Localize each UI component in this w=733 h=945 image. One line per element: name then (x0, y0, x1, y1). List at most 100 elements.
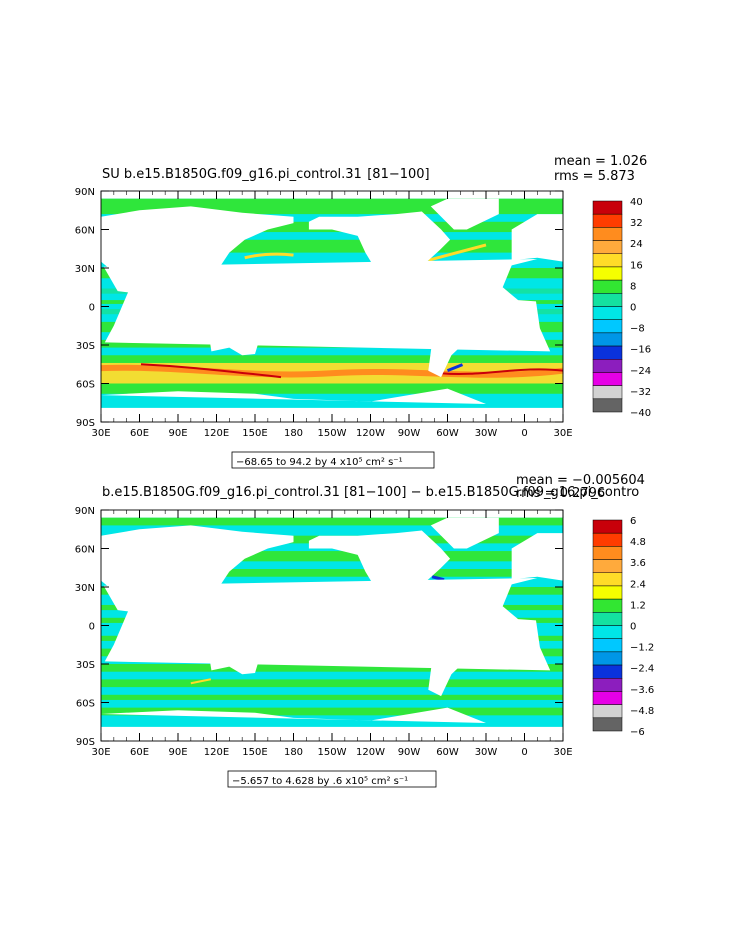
negative-patch (431, 575, 445, 582)
colorbar-swatch (592, 678, 623, 692)
colorbar-swatch (592, 559, 623, 573)
acc-core (140, 363, 282, 379)
lon-label: 30E (91, 428, 110, 439)
lat-label: 90N (75, 506, 95, 517)
panel-1: SU b.e15.B1850G.f09_g16.pi_control.31 [8… (75, 154, 651, 469)
lon-label: 60E (130, 747, 149, 758)
colorbar-swatch (592, 717, 623, 732)
rms-label: rms = 0.2796 (516, 486, 605, 501)
colorbar-swatch (592, 213, 623, 228)
lat-label: 30N (75, 583, 95, 594)
mean-label: mean = −0.005604 (516, 473, 645, 488)
lat-label: 90S (76, 737, 95, 748)
kuroshio (244, 252, 294, 260)
colorbar-label: −3.6 (630, 685, 654, 696)
australia-land (208, 321, 259, 356)
colorbar-swatch (592, 625, 623, 639)
colorbar: 6 4.8 3.6 2.4 1.2 0 −1.2 −2.4 −3.6 −4.8 −6 (592, 516, 654, 738)
colorbar-swatch (592, 651, 623, 666)
panel-title: SU b.e15.B1850G.f09_g16.pi_control.31 [8… (102, 167, 430, 182)
lon-label: 120W (356, 428, 385, 439)
lat-label: 30N (75, 264, 95, 275)
zonal-band (101, 569, 563, 577)
colorbar-label: 6 (630, 516, 636, 527)
colorbar-swatch (592, 345, 623, 360)
colorbar-swatch (592, 306, 623, 320)
lon-label: 30W (475, 747, 498, 758)
positive-patch (190, 678, 212, 685)
colorbar-swatch (592, 359, 623, 373)
lon-label: 180 (284, 747, 303, 758)
lon-label: 120E (204, 428, 229, 439)
colorbar-swatch (592, 704, 623, 719)
lon-label: 30E (553, 428, 572, 439)
lon-label: 30W (475, 428, 498, 439)
zonal-band (101, 551, 563, 562)
zonal-band (101, 383, 563, 394)
colorbar-label: −4.8 (630, 706, 654, 717)
colorbar-label: 0 (630, 303, 636, 314)
colorbar-swatch (592, 598, 623, 613)
lon-label: 150W (318, 428, 347, 439)
lon-label: 120E (204, 747, 229, 758)
lon-label: 60W (436, 747, 459, 758)
colorbar-label: −1.2 (630, 643, 654, 654)
colorbar-label: −40 (630, 408, 651, 419)
range-box (231, 451, 435, 469)
range-box (227, 770, 437, 788)
colorbar-label: 3.6 (630, 558, 646, 569)
colorbar-label: 2.4 (630, 579, 646, 590)
lat-label: 90S (76, 418, 95, 429)
colorbar: 40 32 24 16 8 0 −8 −16 −24 −32 −40 (592, 197, 651, 419)
rms-label: rms = 5.873 (554, 169, 635, 184)
mean-label: mean = 1.026 (554, 154, 647, 169)
zonal-band (101, 694, 563, 700)
colorbar-swatch (592, 612, 623, 626)
europe-land (511, 533, 563, 581)
zonal-band (101, 355, 563, 363)
lon-label: 0 (521, 428, 527, 439)
colorbar-swatch (592, 279, 623, 294)
colorbar-swatch (592, 266, 623, 281)
colorbar-swatch (592, 372, 623, 386)
acc-core (440, 368, 564, 376)
colorbar-swatch (592, 293, 623, 307)
colorbar-swatch (592, 200, 623, 215)
colorbar-swatch (592, 398, 623, 413)
lat-label: 0 (89, 303, 95, 314)
colorbar-swatch (592, 638, 623, 653)
lon-label: 90W (398, 428, 421, 439)
colorbar-label: −16 (630, 345, 651, 356)
lat-label: 30S (76, 341, 95, 352)
eurasia-land (101, 525, 294, 616)
n-america-land (308, 211, 451, 297)
colorbar-label: 16 (630, 260, 643, 271)
colorbar-swatch (592, 572, 623, 587)
lon-label: 90E (168, 428, 187, 439)
lon-label: 60E (130, 428, 149, 439)
lon-label: 60W (436, 428, 459, 439)
colorbar-swatch (592, 319, 623, 334)
australia-land (208, 640, 259, 675)
lon-label: 90W (398, 747, 421, 758)
colorbar-label: −6 (630, 727, 645, 738)
colorbar-label: 1.2 (630, 600, 646, 611)
colorbar-label: −24 (630, 366, 651, 377)
colorbar-swatch (592, 691, 623, 705)
antarctica-land (101, 388, 486, 422)
negative-patch (446, 363, 464, 373)
zonal-band (101, 517, 563, 526)
range-label: −5.657 to 4.628 by .6 x10⁵ cm² s⁻¹ (232, 776, 408, 787)
gulf-stream (427, 243, 487, 262)
zonal-band (101, 664, 563, 672)
lon-label: 30E (553, 747, 572, 758)
lon-label: 150E (242, 747, 267, 758)
lon-label: 30E (91, 747, 110, 758)
lon-label: 150E (242, 428, 267, 439)
n-america-land (308, 530, 451, 616)
colorbar-swatch (592, 332, 623, 347)
colorbar-swatch (592, 253, 623, 268)
lon-label: 0 (521, 747, 527, 758)
